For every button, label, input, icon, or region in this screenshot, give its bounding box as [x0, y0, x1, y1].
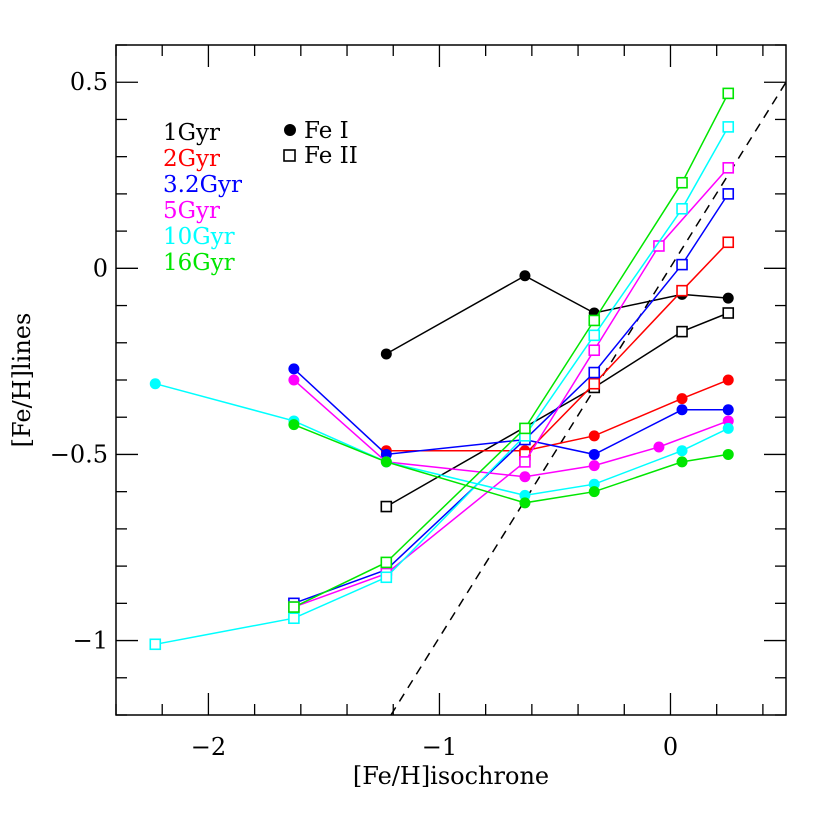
reference-dashed-line — [390, 81, 787, 716]
legend-marker-label: Fe I — [304, 118, 349, 144]
data-point-fe2 — [676, 284, 688, 297]
legend-entry: 10Gyr — [163, 224, 235, 250]
data-point-fe2 — [722, 236, 735, 249]
y-tick-label: −0.5 — [50, 440, 108, 468]
x-tick-label: −1 — [422, 733, 457, 761]
data-point-fe1 — [676, 445, 688, 457]
series-10Gyr — [149, 121, 735, 651]
data-point-fe2 — [722, 87, 735, 100]
legend-entry: 5Gyr — [163, 198, 220, 224]
legend-entry: 3.2Gyr — [163, 172, 242, 198]
data-point-fe2 — [380, 500, 393, 513]
data-point-fe2 — [519, 422, 531, 435]
data-point-fe2 — [519, 456, 531, 468]
data-point-fe1 — [722, 374, 734, 386]
data-point-fe2 — [288, 612, 300, 625]
series-line-fe2 — [293, 193, 729, 605]
data-point-fe1 — [588, 460, 600, 472]
series-line-fe2 — [524, 241, 729, 455]
data-point-fe2 — [288, 601, 300, 613]
series-layer — [149, 87, 735, 651]
axis-ticks — [115, 44, 786, 716]
x-axis-label: [Fe/H]isochrone — [353, 762, 549, 790]
legend-marker-fe2 — [283, 149, 296, 162]
series-line-fe2 — [155, 126, 729, 646]
y-tick-label: 0.5 — [70, 68, 108, 96]
y-axis-label: [Fe/H]lines — [8, 313, 36, 448]
data-point-fe1 — [288, 419, 300, 431]
data-point-fe2 — [722, 188, 735, 200]
series-line-fe2 — [293, 93, 729, 608]
legend-marker-fe1 — [284, 124, 296, 136]
data-point-fe2 — [676, 176, 688, 189]
series-line-fe2 — [385, 312, 729, 508]
data-point-fe1 — [722, 448, 734, 460]
data-point-fe1 — [519, 497, 531, 509]
data-point-fe1 — [288, 374, 300, 386]
data-point-fe2 — [722, 307, 735, 319]
data-point-fe2 — [676, 258, 688, 271]
legend-marker-label: Fe II — [304, 143, 358, 169]
data-point-fe2 — [588, 314, 601, 327]
data-point-fe1 — [380, 456, 392, 468]
series-line-fe1 — [293, 424, 729, 504]
x-tick-label: −2 — [191, 733, 226, 761]
series-line-fe2 — [293, 167, 729, 608]
data-point-fe2 — [588, 366, 601, 379]
series-2Gyr — [380, 236, 735, 461]
data-point-fe2 — [676, 325, 688, 338]
data-point-fe1 — [588, 448, 600, 460]
data-point-fe2 — [722, 121, 735, 133]
data-point-fe2 — [380, 571, 393, 584]
series-16Gyr — [288, 87, 735, 613]
y-tick-label: −1 — [73, 627, 108, 655]
data-point-fe1 — [722, 422, 734, 434]
data-point-fe1 — [676, 456, 688, 468]
data-point-fe1 — [519, 471, 531, 483]
data-point-fe1 — [288, 363, 300, 375]
series-line-fe1 — [293, 379, 729, 478]
reference-line — [390, 81, 787, 716]
series-line-fe1 — [293, 368, 729, 456]
data-point-fe2 — [588, 344, 601, 357]
data-point-fe1 — [722, 292, 734, 304]
data-point-fe1 — [588, 486, 600, 498]
data-point-fe2 — [149, 638, 162, 651]
series-3.2Gyr — [288, 188, 735, 610]
data-point-fe2 — [380, 556, 393, 569]
data-point-fe1 — [588, 430, 600, 442]
data-point-fe2 — [588, 329, 601, 342]
data-point-fe1 — [653, 441, 665, 453]
data-point-fe1 — [676, 393, 688, 405]
tick-labels: −2 −1 0 −1 −0.5 0 0.5 — [50, 68, 678, 761]
data-point-fe2 — [722, 162, 735, 174]
legend-entry: 16Gyr — [163, 250, 235, 276]
x-tick-label: 0 — [663, 733, 678, 761]
legend-entry: 1Gyr — [163, 120, 220, 146]
data-point-fe2 — [676, 202, 688, 215]
data-point-fe1 — [722, 404, 734, 416]
data-point-fe1 — [149, 378, 161, 390]
y-tick-label: 0 — [93, 254, 108, 282]
data-point-fe1 — [676, 404, 688, 416]
data-point-fe2 — [588, 377, 601, 390]
data-point-fe1 — [519, 270, 531, 282]
data-point-fe1 — [380, 348, 392, 360]
legend-entry: 2Gyr — [163, 146, 220, 172]
